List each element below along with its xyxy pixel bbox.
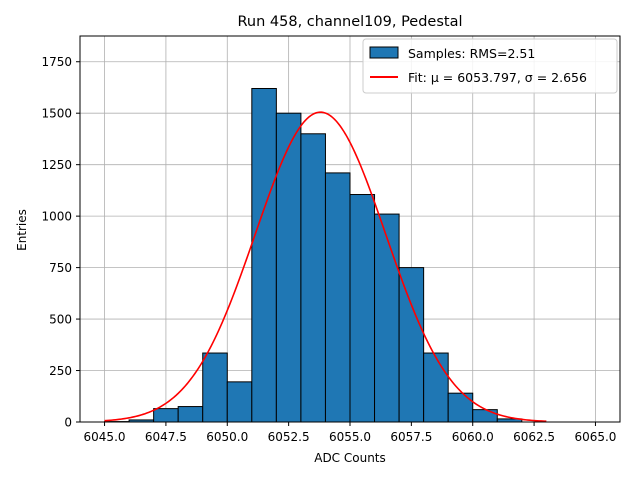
x-axis-label: ADC Counts: [314, 451, 386, 465]
histogram-bar: [153, 408, 179, 423]
x-tick-label: 6047.5: [145, 430, 187, 444]
y-tick-label: 1500: [41, 107, 72, 121]
histogram-bar: [202, 352, 228, 423]
legend-swatch-histogram: [369, 46, 399, 59]
histogram-bar: [423, 352, 449, 423]
x-tick-label: 6062.5: [513, 430, 555, 444]
histogram-bar: [324, 172, 351, 423]
histogram-bar: [275, 112, 302, 423]
y-tick-label: 1000: [41, 210, 72, 224]
x-tick-label: 6050.0: [206, 430, 248, 444]
histogram-bar: [177, 406, 204, 423]
y-axis-ticks: 0 250 500 750 1000 1250 1500 1750: [41, 55, 80, 430]
x-tick-label: 6045.0: [84, 430, 126, 444]
y-tick-label: 500: [49, 313, 72, 327]
y-tick-label: 750: [49, 261, 72, 275]
x-tick-label: 6065.0: [574, 430, 616, 444]
legend-label-histogram: Samples: RMS=2.51: [408, 46, 535, 61]
y-tick-label: 1750: [41, 55, 72, 69]
y-tick-label: 250: [49, 364, 72, 378]
histogram-bars: [104, 87, 523, 423]
x-tick-label: 6060.0: [452, 430, 494, 444]
histogram-bar: [251, 87, 277, 423]
histogram-bar: [374, 213, 400, 423]
legend-box: [362, 38, 618, 94]
x-tick-label: 6057.5: [390, 430, 432, 444]
histogram-bar: [472, 409, 498, 423]
fit-curve: [104, 111, 547, 423]
legend: Samples: RMS=2.51 Fit: μ = 6053.797, σ =…: [362, 38, 618, 94]
y-axis-label: Entries: [15, 209, 29, 251]
histogram-bar: [447, 392, 474, 423]
legend-label-fit: Fit: μ = 6053.797, σ = 2.656: [408, 70, 587, 85]
histogram-bar: [398, 267, 425, 423]
histogram-bar: [300, 133, 326, 423]
chart-title: Run 458, channel109, Pedestal: [237, 14, 462, 30]
histogram-bar: [226, 381, 253, 423]
x-axis-ticks: 6045.0 6047.5 6050.0 6052.5 6055.0 6057.5 6060…: [84, 422, 616, 444]
y-tick-label: 1250: [41, 158, 72, 172]
x-tick-label: 6052.5: [268, 430, 310, 444]
histogram-bar: [349, 194, 376, 423]
y-tick-label: 0: [64, 416, 72, 430]
x-tick-label: 6055.0: [329, 430, 371, 444]
